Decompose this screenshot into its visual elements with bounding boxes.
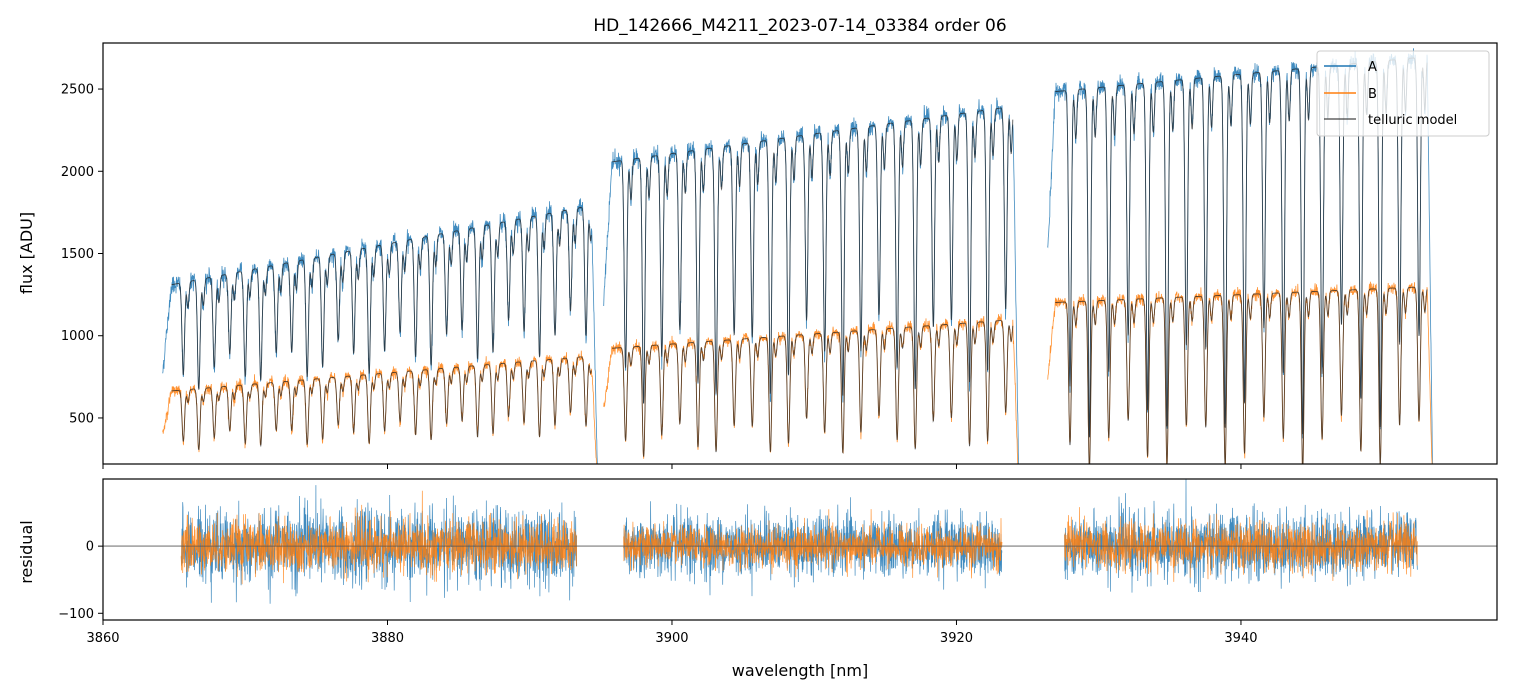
residual-B-segment-1 (180, 490, 578, 585)
telluric-model-B-segment-3 (1055, 286, 1428, 464)
residual-B-segment-3 (1064, 507, 1418, 582)
y-tick-label: 0 (86, 540, 94, 555)
legend: A B telluric model (1316, 50, 1490, 137)
x-tick-label: 3880 (371, 631, 404, 646)
spectrum-x-axis (102, 464, 1242, 469)
residual-x-axis: 3860 3880 3900 3920 3940 (86, 620, 1258, 646)
series-A-segment-1 (162, 198, 598, 464)
y-tick-label: 1500 (61, 247, 94, 262)
spectrum-plot-area (162, 48, 1433, 464)
telluric-model-A-segment-2 (612, 107, 1014, 404)
y-tick-label: 500 (69, 411, 94, 426)
residual-plot-frame (102, 478, 1498, 621)
y-tick-label: −100 (58, 607, 94, 622)
x-tick-label: 3860 (86, 631, 119, 646)
y-tick-label: 2500 (61, 83, 94, 98)
legend-box (1316, 50, 1490, 137)
residual-A-segment-2 (623, 497, 1003, 597)
series-B-segment-1 (162, 350, 597, 464)
y-tick-label: 2000 (61, 165, 94, 180)
y-tick-label: 1000 (61, 329, 94, 344)
legend-label-A: A (1368, 60, 1377, 75)
telluric-model-B-segment-1 (171, 356, 592, 451)
x-tick-label: 3940 (1224, 631, 1257, 646)
residual-y-axis-label: residual (17, 520, 36, 583)
spectrum-y-axis: 500 1000 1500 2000 2500 (61, 83, 103, 426)
chart-title: HD_142666_M4211_2023-07-14_03384 order 0… (593, 16, 1006, 36)
residual-plot-area (103, 479, 1497, 604)
residual-B-segment-2 (623, 509, 1003, 579)
telluric-model-A-segment-1 (171, 206, 592, 390)
series-B-segment-2 (603, 313, 1019, 464)
x-axis-label: wavelength [nm] (732, 661, 869, 680)
x-tick-label: 3920 (940, 631, 973, 646)
spectrum-y-axis-label: flux [ADU] (17, 212, 36, 294)
residual-A-segment-3 (1064, 479, 1418, 593)
residual-y-axis: −100 0 (58, 540, 103, 622)
legend-label-B: B (1368, 87, 1377, 102)
telluric-model-B-segment-2 (612, 320, 1014, 457)
series-B-segment-3 (1047, 281, 1433, 464)
legend-label-model: telluric model (1368, 113, 1457, 128)
x-tick-label: 3900 (655, 631, 688, 646)
